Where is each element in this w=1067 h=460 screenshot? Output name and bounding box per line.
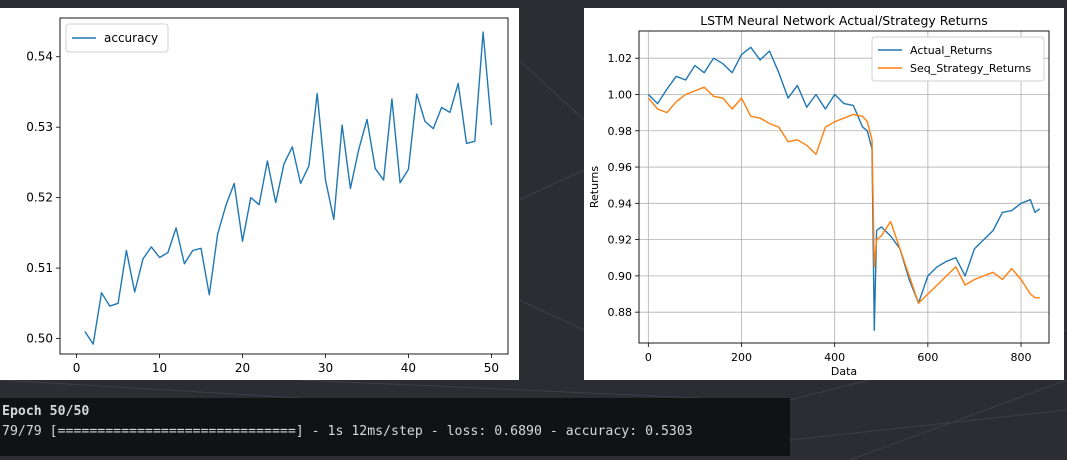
x-tick-label: 800 bbox=[1011, 351, 1032, 364]
legend: accuracy bbox=[65, 23, 169, 53]
plot-frame bbox=[638, 30, 1050, 344]
x-tick-label: 0 bbox=[73, 361, 81, 375]
legend-label: accuracy bbox=[104, 31, 158, 45]
series-line-Actual_Returns bbox=[647, 46, 1041, 331]
y-tick-label: 0.54 bbox=[26, 50, 53, 64]
epoch-line: Epoch 50/50 bbox=[2, 404, 90, 419]
y-tick-label: 1.00 bbox=[608, 88, 633, 101]
y-tick-label: 0.50 bbox=[26, 332, 53, 346]
chart-title: LSTM Neural Network Actual/Strategy Retu… bbox=[700, 13, 988, 28]
terminal-output: Epoch 50/50 79/79 [======================… bbox=[0, 398, 790, 456]
legend-label: Seq_Strategy_Returns bbox=[910, 62, 1031, 75]
accuracy-chart: 0 10 20 30 40 50 0.50 0.51 0.52 0.53 0.54 accuracy bbox=[26, 17, 509, 375]
y-tick-label: 0.51 bbox=[26, 261, 53, 275]
y-tick-label: 0.90 bbox=[608, 270, 633, 283]
x-tick-label: 20 bbox=[235, 361, 250, 375]
y-tick-label: 0.96 bbox=[608, 161, 633, 174]
legend-box bbox=[65, 23, 169, 53]
legend-label: Actual_Returns bbox=[910, 44, 992, 57]
x-tick-label: 30 bbox=[318, 361, 333, 375]
x-tick-label: 0 bbox=[645, 351, 652, 364]
x-tick-label: 50 bbox=[484, 361, 499, 375]
x-tick-label: 600 bbox=[917, 351, 938, 364]
y-tick-label: 0.52 bbox=[26, 191, 53, 205]
x-tick-label: 200 bbox=[731, 351, 752, 364]
legend: Actual_Returns Seq_Strategy_Returns bbox=[871, 36, 1045, 82]
plot-frame bbox=[59, 17, 509, 355]
y-tick-label: 0.92 bbox=[608, 234, 633, 247]
progress-line: 79/79 [==============================] -… bbox=[2, 424, 693, 439]
legend-box bbox=[871, 36, 1045, 82]
returns-chart-panel: 0 200 400 600 800 0.88 0.90 0.92 0.94 0.96 0.98 1.0… bbox=[584, 8, 1064, 380]
accuracy-chart-panel: 0 10 20 30 40 50 0.50 0.51 0.52 0.53 0.54 accuracy bbox=[0, 8, 519, 380]
x-tick-label: 40 bbox=[401, 361, 416, 375]
y-tick-label: 0.53 bbox=[26, 120, 53, 134]
y-tick-label: 1.02 bbox=[608, 52, 633, 65]
y-tick-label: 0.94 bbox=[608, 197, 633, 210]
returns-chart: 0 200 400 600 800 0.88 0.90 0.92 0.94 0.96 0.98 1.0… bbox=[588, 13, 1050, 378]
x-tick-label: 400 bbox=[824, 351, 845, 364]
series-line-Seq_Strategy_Returns bbox=[647, 86, 1040, 304]
x-axis-label: Data bbox=[831, 365, 857, 378]
x-tick-label: 10 bbox=[152, 361, 167, 375]
y-tick-label: 0.98 bbox=[608, 125, 633, 138]
y-tick-label: 0.88 bbox=[608, 306, 633, 319]
series-line-accuracy bbox=[84, 31, 493, 345]
y-axis-label: Returns bbox=[588, 166, 601, 209]
